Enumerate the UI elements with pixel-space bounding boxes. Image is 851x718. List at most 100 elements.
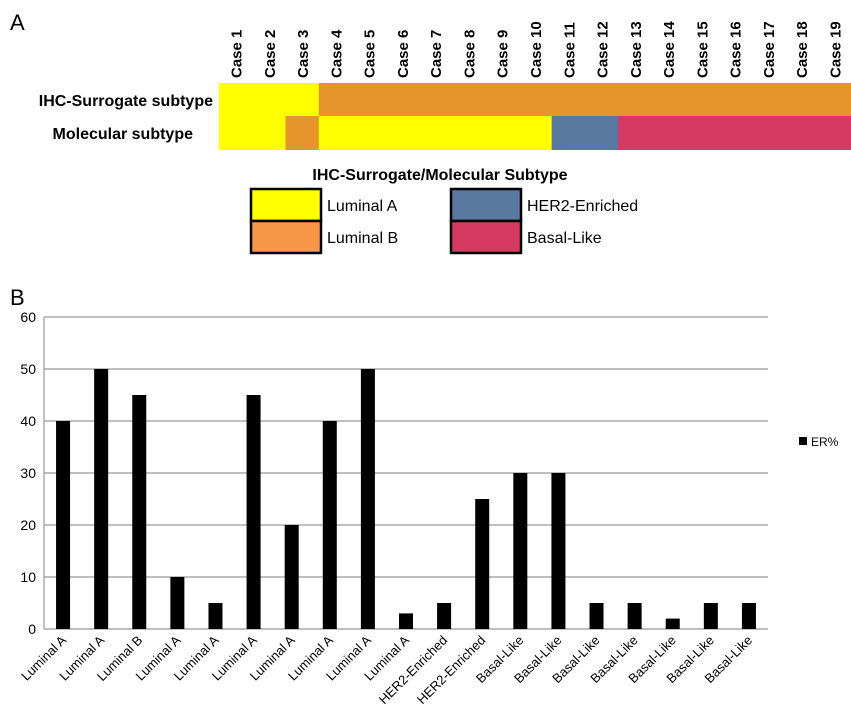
subtype-cell xyxy=(618,116,653,150)
legend-swatch xyxy=(449,187,523,223)
legend-label: Basal-Like xyxy=(527,230,602,247)
panel-a-letter: A xyxy=(10,10,25,35)
x-tick-label: HER2-Enriched xyxy=(414,633,488,707)
subtype-cell xyxy=(751,83,786,117)
panel-b-letter: B xyxy=(10,285,25,310)
bar xyxy=(551,473,566,629)
subtype-cell xyxy=(285,83,320,117)
case-label: Case 8 xyxy=(461,30,478,78)
subtype-cell xyxy=(817,83,851,117)
case-labels: Case 1 Case 2 Case 3 Case 4 Case 5 Case 6 Case… xyxy=(229,21,845,78)
subtype-cell xyxy=(252,83,287,117)
row-labels: IHC-Surrogate subtype Molecular subtype xyxy=(39,93,213,143)
subtype-cell xyxy=(817,116,851,150)
case-label: Case 14 xyxy=(661,21,678,78)
subtype-cell xyxy=(717,83,752,117)
bar xyxy=(703,603,718,629)
case-label: Case 10 xyxy=(528,21,545,78)
subtype-cell xyxy=(485,83,519,117)
bar xyxy=(627,603,642,629)
subtype-cell xyxy=(651,116,686,150)
subtype-cell xyxy=(219,83,253,117)
bar xyxy=(94,369,109,629)
bar xyxy=(360,369,375,629)
case-label: Case 6 xyxy=(395,30,412,78)
subtype-cell xyxy=(784,83,819,117)
subtype-cell xyxy=(651,83,686,117)
bar xyxy=(399,613,413,629)
subtype-cell xyxy=(318,83,353,117)
legend-label: HER2-Enriched xyxy=(527,198,638,215)
legend-label: Luminal A xyxy=(327,198,398,215)
subtype-cell xyxy=(385,83,420,117)
y-axis-ticks: 0 10 20 30 40 50 60 xyxy=(20,309,36,637)
subtype-heatmap xyxy=(219,83,851,150)
subtype-cell xyxy=(352,83,386,117)
legend-swatch xyxy=(249,219,323,255)
y-tick-label: 10 xyxy=(20,569,36,585)
bar xyxy=(665,618,680,629)
subtype-cell xyxy=(518,83,553,117)
y-tick-label: 0 xyxy=(28,621,36,637)
panel-a: A Case 1 Case 2 Case 3 Case 4 Case 5 Case 6 Ca… xyxy=(10,10,851,255)
bar xyxy=(589,603,604,629)
bar xyxy=(56,421,71,629)
case-label: Case 13 xyxy=(628,21,645,78)
legend-swatch xyxy=(249,187,323,223)
subtype-cell xyxy=(684,116,719,150)
subtype-cell xyxy=(518,116,553,150)
row-label: Molecular subtype xyxy=(53,126,194,143)
chart-gridlines xyxy=(43,316,768,630)
case-label: Case 11 xyxy=(561,22,578,78)
case-label: Case 4 xyxy=(328,29,345,78)
case-label: Case 9 xyxy=(495,30,512,78)
subtype-cell xyxy=(385,116,420,150)
subtype-cell xyxy=(352,116,386,150)
subtype-cell xyxy=(418,116,453,150)
bar xyxy=(170,577,185,629)
y-tick-label: 60 xyxy=(20,309,36,325)
bar xyxy=(475,499,490,629)
subtype-cell xyxy=(451,83,486,117)
bar xyxy=(284,525,299,629)
x-tick-label: HER2-Enriched xyxy=(376,633,450,707)
subtype-legend: Luminal A Luminal B HER2-Enriched Basal-Lik… xyxy=(249,187,638,255)
subtype-cell xyxy=(418,83,453,117)
case-label: Case 15 xyxy=(694,21,711,78)
bar xyxy=(437,603,452,629)
chart-legend: ER% xyxy=(799,435,839,449)
subtype-cell xyxy=(219,116,253,150)
subtype-cell xyxy=(684,83,719,117)
case-label: Case 12 xyxy=(595,21,612,78)
row-label: IHC-Surrogate subtype xyxy=(39,93,213,110)
subtype-cell xyxy=(584,83,619,117)
case-label: Case 18 xyxy=(794,21,811,78)
bar xyxy=(322,421,337,629)
subtype-cell xyxy=(451,116,486,150)
subtype-cell xyxy=(485,116,519,150)
subtype-cell xyxy=(784,116,819,150)
subtype-cell xyxy=(551,83,586,117)
bar xyxy=(132,395,147,629)
case-label: Case 2 xyxy=(262,30,279,78)
y-tick-label: 30 xyxy=(20,465,36,481)
legend-title: IHC-Surrogate/Molecular Subtype xyxy=(312,167,567,184)
subtype-cell xyxy=(584,116,619,150)
legend-swatch xyxy=(799,437,807,445)
bars xyxy=(56,369,756,629)
legend-label: Luminal B xyxy=(327,230,398,247)
case-label: Case 19 xyxy=(827,21,844,78)
subtype-cell xyxy=(551,116,586,150)
case-label: Case 16 xyxy=(728,21,745,78)
y-tick-label: 40 xyxy=(20,413,36,429)
legend-label: ER% xyxy=(811,435,839,449)
case-label: Case 7 xyxy=(428,30,445,78)
bar xyxy=(246,395,261,629)
case-label: Case 5 xyxy=(362,30,379,78)
bar xyxy=(208,603,223,629)
bar xyxy=(513,473,528,629)
subtype-cell xyxy=(318,116,353,150)
subtype-cell xyxy=(751,116,786,150)
